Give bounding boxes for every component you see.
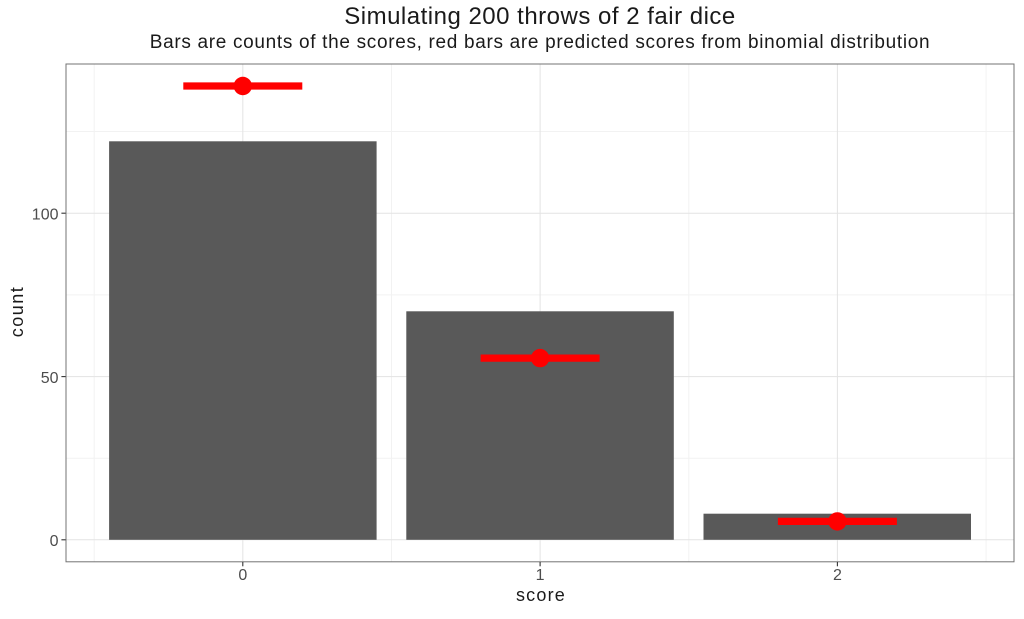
svg-text:1: 1 bbox=[536, 567, 545, 584]
svg-text:Bars are counts of the scores,: Bars are counts of the scores, red bars … bbox=[150, 32, 930, 53]
svg-text:0: 0 bbox=[50, 533, 59, 550]
svg-text:score: score bbox=[516, 585, 566, 605]
svg-text:100: 100 bbox=[32, 207, 59, 224]
svg-text:2: 2 bbox=[833, 567, 842, 584]
svg-text:count: count bbox=[7, 286, 27, 338]
svg-text:50: 50 bbox=[41, 370, 59, 387]
svg-text:Simulating 200 throws of 2 fai: Simulating 200 throws of 2 fair dice bbox=[344, 3, 736, 30]
svg-text:0: 0 bbox=[238, 567, 247, 584]
